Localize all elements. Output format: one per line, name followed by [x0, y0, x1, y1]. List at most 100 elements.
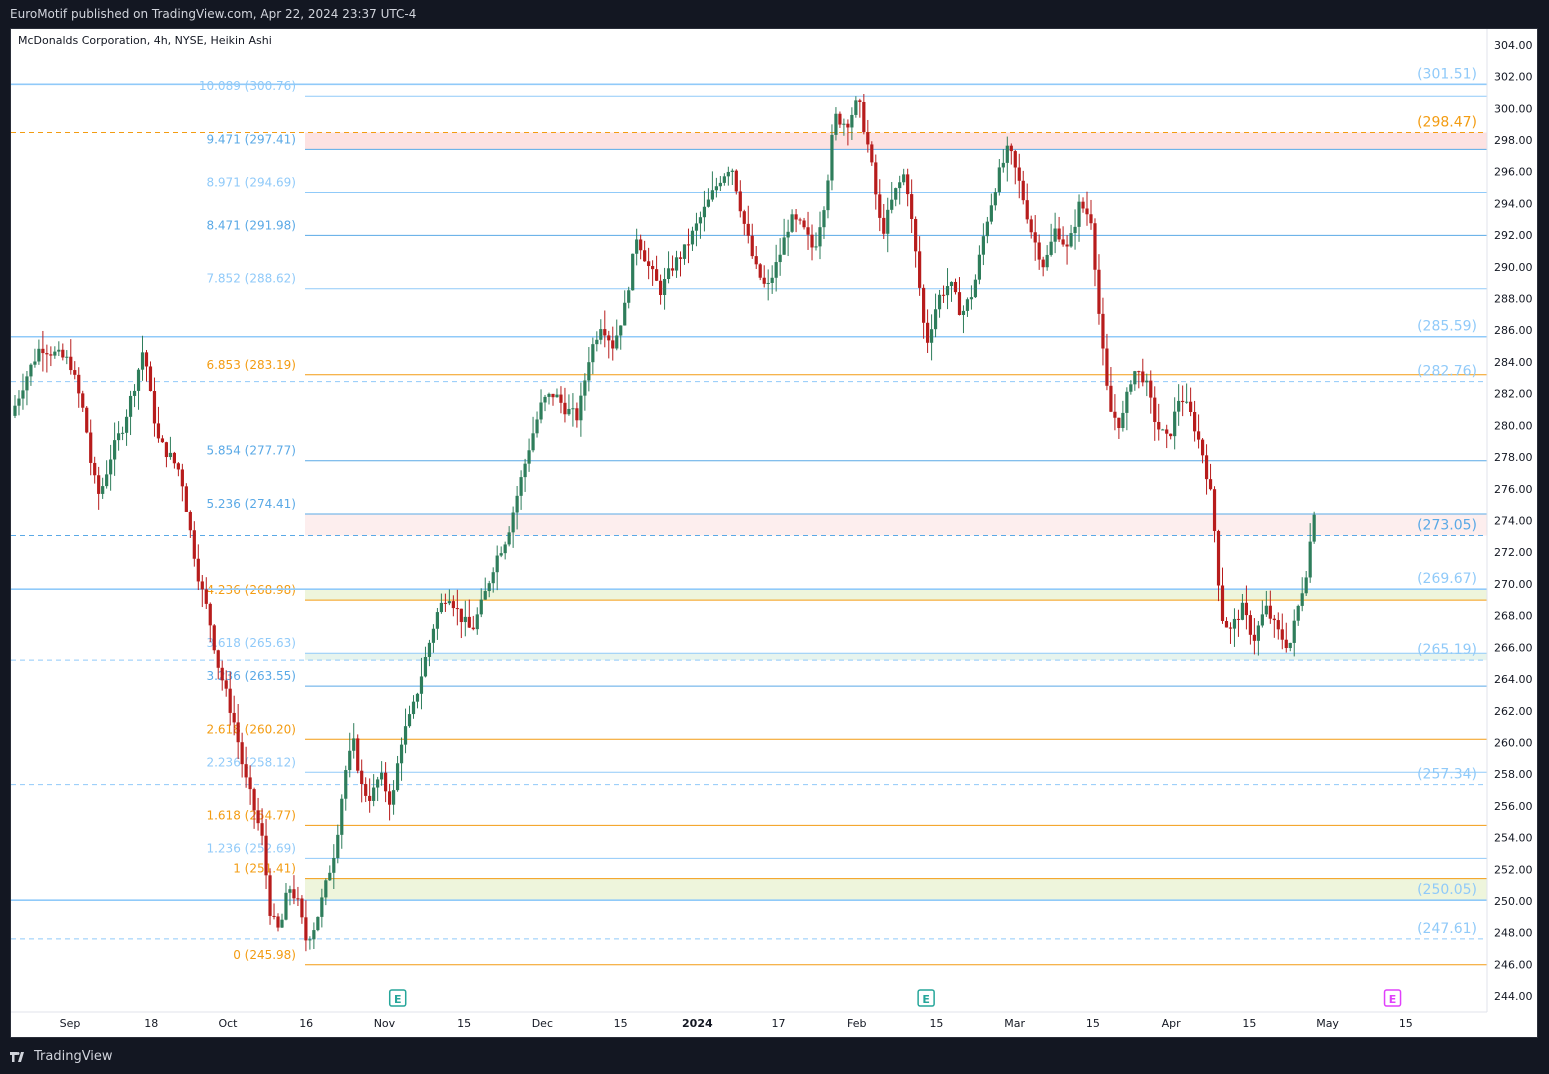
candle-body	[702, 206, 707, 218]
candle-body	[328, 872, 332, 881]
candle-body	[1308, 541, 1312, 578]
candle-body	[232, 712, 236, 723]
candle	[57, 341, 61, 357]
candle	[874, 154, 878, 210]
candle	[929, 314, 934, 361]
candle	[1248, 610, 1252, 645]
candle-body	[1113, 411, 1117, 418]
candle-body	[830, 134, 834, 181]
tradingview-logo-icon	[10, 1052, 24, 1062]
candle-body	[1045, 254, 1049, 268]
candle	[352, 723, 356, 759]
candle	[479, 588, 483, 618]
candle	[240, 732, 244, 778]
candle-body	[1017, 167, 1021, 181]
candle-body	[180, 469, 184, 487]
candle-body	[1224, 620, 1229, 628]
candle-body	[842, 123, 846, 125]
candle	[830, 124, 834, 191]
candle	[539, 389, 543, 424]
brand-name: TradingView	[34, 1048, 113, 1064]
candle-body	[746, 223, 750, 236]
candle-body	[37, 348, 41, 362]
candle-body	[1033, 232, 1037, 243]
candle	[1236, 609, 1241, 637]
candle	[380, 761, 384, 786]
candle	[1240, 593, 1245, 621]
candle	[85, 406, 89, 434]
candle-body	[527, 450, 531, 464]
y-tick-label: 276.00	[1494, 483, 1533, 496]
candle	[1089, 199, 1093, 230]
candle-body	[431, 628, 436, 643]
candle	[1029, 215, 1033, 239]
candle-body	[718, 182, 722, 187]
candle	[639, 234, 643, 260]
candle-body	[264, 835, 268, 876]
candle-body	[120, 432, 125, 434]
candle	[1149, 370, 1153, 414]
candle	[296, 886, 300, 907]
candle-body	[1216, 530, 1221, 586]
candle-body	[906, 174, 910, 195]
candle	[320, 888, 324, 928]
candle-body	[710, 190, 714, 200]
candle-body	[595, 339, 599, 345]
candle-body	[1204, 455, 1209, 480]
candle	[1161, 428, 1165, 431]
candle	[754, 245, 758, 270]
candle-body	[372, 787, 376, 801]
candle-body	[1097, 269, 1101, 314]
candle	[563, 387, 567, 423]
candle-body	[694, 223, 699, 231]
fib-label-6: 5.854 (277.77)	[206, 444, 296, 458]
candle-body	[128, 395, 133, 417]
candle-body	[782, 237, 786, 255]
sr-label-0: (301.51)	[1417, 66, 1477, 82]
x-tick-label: 16	[299, 1017, 313, 1030]
candle	[890, 181, 894, 214]
candle	[1129, 380, 1133, 395]
candle-body	[1145, 380, 1149, 383]
candle-body	[870, 144, 874, 163]
candle	[1196, 414, 1201, 449]
candle	[1292, 609, 1296, 657]
candle	[866, 119, 870, 153]
candle-body	[1041, 259, 1045, 268]
sr-label-6: (265.19)	[1417, 642, 1477, 658]
candle-body	[1200, 439, 1205, 456]
candle	[308, 936, 312, 950]
candle	[698, 211, 703, 239]
candle-body	[806, 227, 810, 235]
candle-body	[770, 277, 774, 283]
candle	[1057, 216, 1061, 243]
candle-body	[228, 688, 232, 713]
candle	[790, 209, 794, 233]
candle	[1077, 194, 1081, 242]
candle	[906, 168, 910, 207]
candle	[902, 168, 906, 186]
candle	[495, 545, 499, 591]
candle	[834, 107, 838, 141]
candle	[766, 269, 770, 301]
candle-body	[1137, 371, 1141, 373]
x-tick-label: 15	[1399, 1017, 1413, 1030]
candle-body	[662, 279, 667, 296]
candle	[324, 878, 328, 906]
candle	[459, 608, 463, 639]
sr-label-8: (250.05)	[1417, 882, 1477, 898]
brand[interactable]: TradingView	[10, 1048, 113, 1064]
candle-body	[1057, 228, 1061, 240]
candle-body	[77, 374, 81, 394]
candle-body	[818, 227, 822, 247]
candle	[651, 260, 655, 286]
candle-body	[132, 390, 137, 396]
candle-body	[997, 167, 1001, 193]
x-tick-label: 15	[614, 1017, 628, 1030]
candle-body	[136, 369, 141, 391]
candle-body	[898, 182, 902, 189]
candle	[993, 188, 997, 211]
candle	[1177, 384, 1181, 426]
candle	[1141, 358, 1145, 387]
